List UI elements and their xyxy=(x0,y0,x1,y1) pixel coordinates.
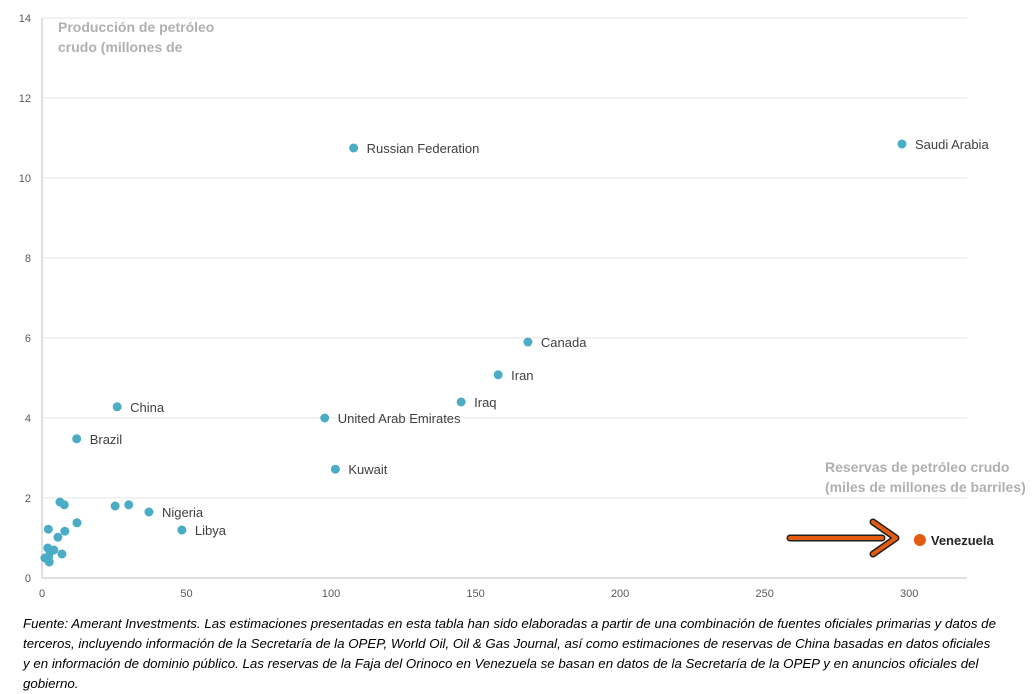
highlight-label: Venezuela xyxy=(931,533,995,548)
y-tick-label: 0 xyxy=(25,573,31,585)
data-point-venezuela xyxy=(913,534,926,546)
data-point-russian-federation xyxy=(349,143,359,153)
y-tick-label: 4 xyxy=(25,413,31,425)
x-tick-label: 200 xyxy=(611,588,629,600)
data-point-kuwait xyxy=(330,464,340,474)
x-tick-label: 0 xyxy=(39,588,45,600)
data-point-nigeria xyxy=(144,507,154,517)
y-tick-label: 6 xyxy=(25,333,31,345)
data-point xyxy=(72,518,82,528)
data-point xyxy=(53,532,63,542)
scatter-chart: 0 2 4 6 8 10 12 14 0 50 100 150 200 250 300 Producción… xyxy=(19,13,1026,600)
data-point-iran xyxy=(493,370,503,380)
data-point-brazil xyxy=(72,434,82,444)
axis-layer: 0 2 4 6 8 10 12 14 0 50 100 150 200 250 300 xyxy=(19,13,967,600)
data-point xyxy=(110,501,120,511)
data-point-saudi-arabia xyxy=(897,139,907,149)
data-point xyxy=(124,500,134,510)
data-label: Libya xyxy=(195,523,227,538)
data-label: Russian Federation xyxy=(367,141,480,156)
x-tick-label: 100 xyxy=(322,588,340,600)
points-layer xyxy=(40,139,926,567)
data-label: Iran xyxy=(511,368,533,383)
x-tick-label: 50 xyxy=(180,588,192,600)
data-point-iraq xyxy=(456,397,466,407)
data-label: Canada xyxy=(541,335,587,350)
x-axis-title-line-1: Reservas de petróleo crudo xyxy=(825,459,1009,475)
y-tick-label: 10 xyxy=(19,173,31,185)
data-label: Saudi Arabia xyxy=(915,137,989,152)
data-point-canada xyxy=(523,337,533,347)
data-point xyxy=(59,500,69,510)
data-point xyxy=(44,557,54,567)
data-point xyxy=(43,524,53,534)
x-axis-title-line-2: (miles de millones de barriles) xyxy=(825,479,1026,495)
data-label: China xyxy=(130,400,165,415)
data-label: Brazil xyxy=(90,432,123,447)
data-label: Iraq xyxy=(474,395,496,410)
data-point-united-arab-emirates xyxy=(320,413,330,423)
data-label: Kuwait xyxy=(348,462,387,477)
y-tick-label: 14 xyxy=(19,13,31,25)
source-footnote: Fuente: Amerant Investments. Las estimac… xyxy=(23,616,996,691)
y-axis-title-line-2: crudo (millones de xyxy=(58,39,183,55)
x-tick-label: 150 xyxy=(466,588,484,600)
x-tick-label: 300 xyxy=(900,588,918,600)
y-tick-label: 8 xyxy=(25,253,31,265)
data-label: United Arab Emirates xyxy=(338,411,461,426)
grid-layer xyxy=(42,17,967,499)
data-point xyxy=(57,549,67,559)
y-axis-title-line-1: Producción de petróleo xyxy=(58,19,214,35)
data-label: Nigeria xyxy=(162,505,204,520)
labels-layer: Saudi Arabia Russian Federation Canada Iran… xyxy=(90,137,995,548)
y-tick-label: 2 xyxy=(25,493,31,505)
highlight-arrow xyxy=(786,518,900,558)
data-point-china xyxy=(112,402,122,412)
x-tick-label: 250 xyxy=(755,588,773,600)
data-point-libya xyxy=(177,525,187,535)
y-tick-label: 12 xyxy=(19,93,31,105)
data-point xyxy=(60,526,70,536)
